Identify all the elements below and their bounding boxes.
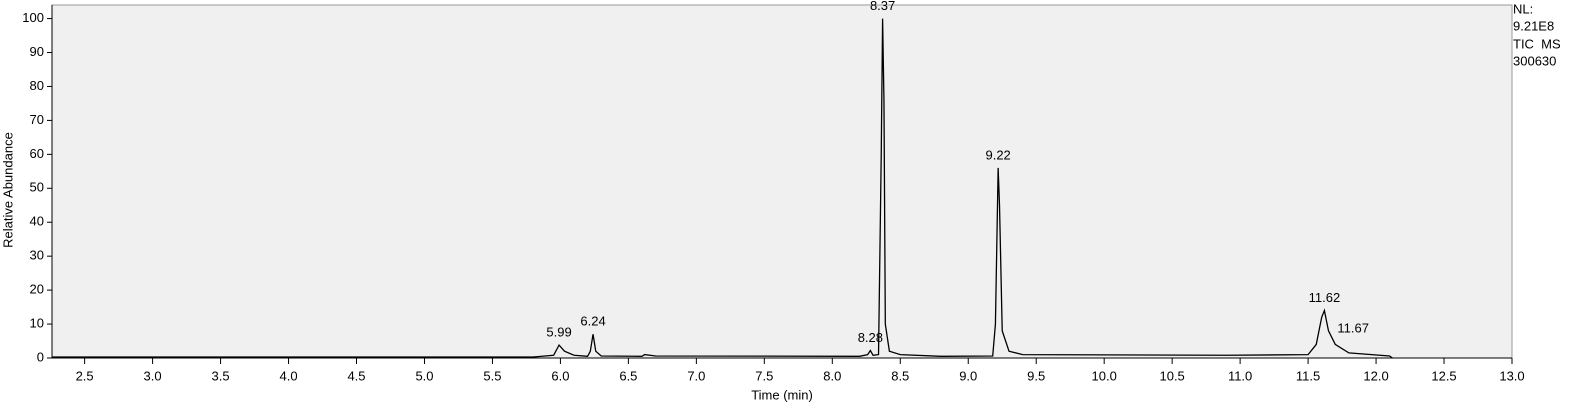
x-tick-label: 8.0 — [823, 368, 841, 383]
info-text: TIC MS — [1513, 36, 1561, 51]
x-tick-label: 7.0 — [687, 368, 705, 383]
y-axis-label: Relative Abundance — [0, 132, 15, 248]
y-tick-label: 20 — [30, 282, 44, 297]
y-tick-label: 90 — [30, 44, 44, 59]
x-tick-label: 5.0 — [415, 368, 433, 383]
peak-label: 8.37 — [870, 0, 895, 13]
info-text: 300630 — [1513, 53, 1556, 68]
x-tick-label: 10.0 — [1092, 368, 1117, 383]
peak-label: 9.22 — [985, 147, 1010, 162]
trace-line — [52, 18, 1393, 359]
y-tick-label: 60 — [30, 146, 44, 161]
peak-label: 11.62 — [1309, 290, 1341, 305]
y-tick-label: 40 — [30, 214, 44, 229]
x-tick-label: 11.0 — [1228, 368, 1252, 383]
x-tick-label: 7.5 — [755, 368, 773, 383]
y-tick-label: 80 — [30, 78, 44, 93]
x-tick-label: 4.5 — [347, 368, 365, 383]
peak-label: 5.99 — [546, 325, 571, 340]
x-tick-label: 2.5 — [76, 368, 94, 383]
y-tick-label: 0 — [37, 349, 44, 364]
plot-area — [51, 4, 1513, 359]
info-text: 9.21E8 — [1513, 18, 1554, 33]
y-tick-label: 10 — [30, 315, 44, 330]
y-tick-label: 100 — [22, 10, 44, 25]
x-tick-label: 11.5 — [1296, 368, 1320, 383]
y-tick-label: 70 — [30, 112, 44, 127]
peak-label: 11.67 — [1337, 320, 1369, 335]
x-tick-label: 12.0 — [1363, 368, 1388, 383]
x-tick-label: 3.0 — [144, 368, 162, 383]
y-tick-label: 30 — [30, 248, 44, 263]
x-tick-label: 3.5 — [212, 368, 230, 383]
x-tick-label: 13.0 — [1499, 368, 1524, 383]
x-axis-label: Time (min) — [751, 387, 813, 402]
peak-label: 6.24 — [580, 314, 605, 329]
x-tick-label: 6.5 — [619, 368, 637, 383]
y-tick-label: 50 — [30, 180, 44, 195]
x-tick-label: 12.5 — [1431, 368, 1456, 383]
x-tick-label: 10.5 — [1159, 368, 1184, 383]
x-tick-label: 9.0 — [959, 368, 977, 383]
x-tick-label: 9.5 — [1027, 368, 1045, 383]
info-text: NL: — [1513, 1, 1533, 16]
x-tick-label: 4.0 — [279, 368, 297, 383]
x-tick-label: 5.5 — [483, 368, 501, 383]
x-tick-label: 8.5 — [891, 368, 909, 383]
peak-label: 8.28 — [858, 330, 883, 345]
x-tick-label: 6.0 — [551, 368, 569, 383]
